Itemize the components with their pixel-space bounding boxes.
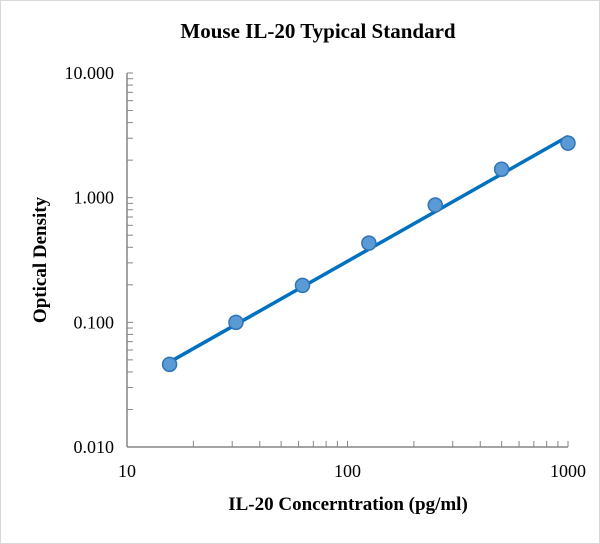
data-point xyxy=(361,235,377,251)
y-tick-label: 0.010 xyxy=(74,437,115,457)
data-point xyxy=(427,197,443,213)
axes xyxy=(126,72,569,448)
data-point xyxy=(228,314,244,331)
y-tick-label: 10.000 xyxy=(65,63,115,83)
data-point xyxy=(294,277,311,294)
x-tick-label: 10 xyxy=(118,461,136,481)
tick-labels: 0.010 0.100 1.000 10.000 10 100 1000 xyxy=(65,63,587,481)
y-tick-label: 1.000 xyxy=(74,188,115,208)
chart-title: Mouse IL-20 Typical Standard xyxy=(180,19,456,43)
x-axis-label: IL-20 Concerntration (pg/ml) xyxy=(228,494,468,515)
data-point xyxy=(493,161,510,178)
data-point xyxy=(560,135,576,151)
x-tick-label: 1000 xyxy=(550,461,586,481)
data-points xyxy=(161,135,576,373)
y-tick-label: 0.100 xyxy=(74,312,115,332)
y-axis-label: Optical Density xyxy=(30,196,51,323)
x-tick-label: 100 xyxy=(334,461,361,481)
data-point xyxy=(161,356,178,373)
